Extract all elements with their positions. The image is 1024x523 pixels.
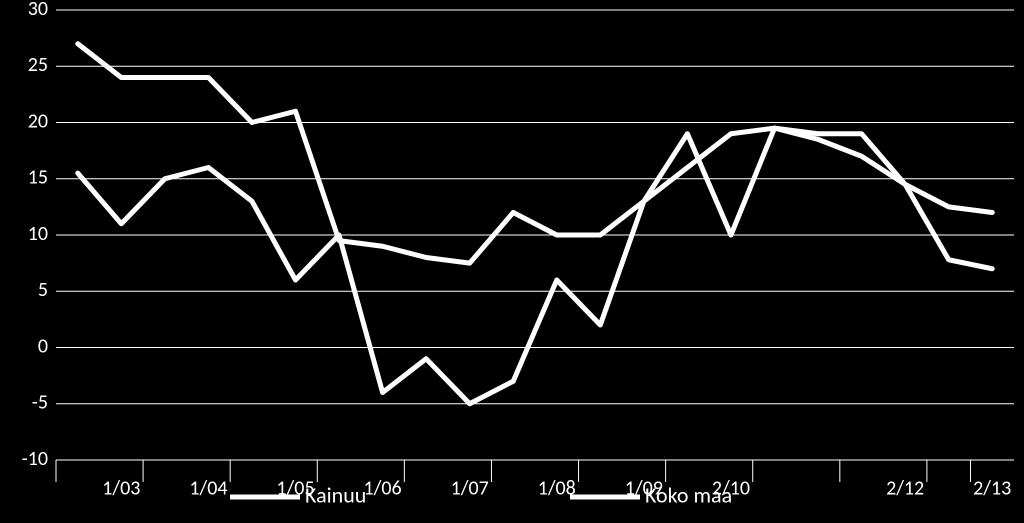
legend-label-0: Kainuu	[305, 481, 366, 508]
y-tick-label: -5	[32, 391, 48, 415]
y-tick-label: 20	[28, 109, 48, 133]
y-tick-label: -10	[22, 447, 48, 471]
y-tick-label: 25	[28, 53, 48, 77]
chart-svg: -10-50510152025301/031/041/051/061/071/0…	[0, 0, 1024, 523]
y-tick-label: 5	[38, 278, 48, 302]
x-tick-label: 1/06	[364, 476, 402, 500]
y-tick-label: 15	[28, 166, 48, 190]
x-tick-label: 1/03	[102, 476, 140, 500]
x-tick-label: 1/04	[189, 476, 227, 500]
legend-label-1: Koko maa	[645, 481, 732, 508]
y-tick-label: 10	[28, 222, 48, 246]
x-tick-label: 1/07	[451, 476, 489, 500]
line-chart: -10-50510152025301/031/041/051/061/071/0…	[0, 0, 1024, 523]
y-tick-label: 0	[38, 334, 48, 358]
y-tick-label: 30	[28, 0, 48, 21]
x-tick-label: 2/13	[973, 476, 1011, 500]
x-tick-label: 2/12	[886, 476, 924, 500]
